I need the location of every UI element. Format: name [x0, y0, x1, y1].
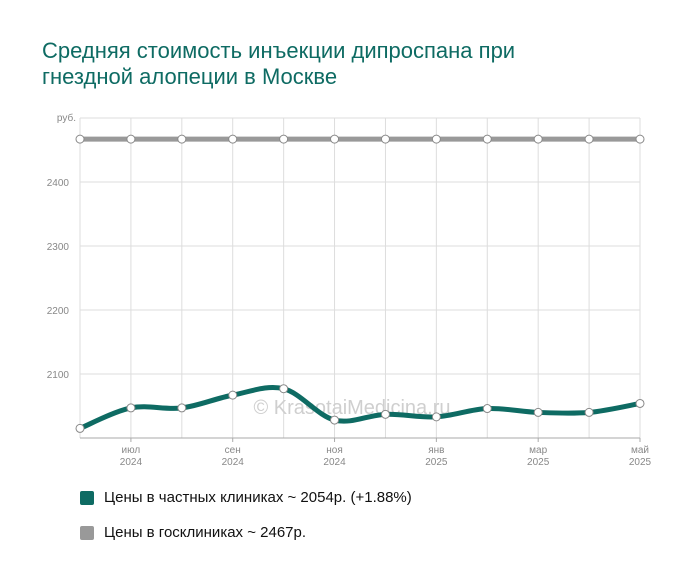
legend-item-public: Цены в госклиниках ~ 2467р.	[80, 524, 306, 541]
x-tick-label-year: 2024	[120, 457, 143, 468]
y-tick-label: 2300	[47, 242, 70, 253]
data-point-private	[533, 407, 543, 417]
x-tick-label-year: 2024	[222, 457, 245, 468]
data-point-private	[126, 403, 136, 413]
x-tick-label-month: май	[631, 445, 649, 456]
data-point-public	[177, 134, 187, 144]
data-point-private	[75, 423, 85, 433]
data-point-public	[431, 134, 441, 144]
x-tick-label-year: 2025	[527, 457, 550, 468]
data-point-private	[635, 398, 645, 408]
data-point-private	[482, 404, 492, 414]
data-point-public	[380, 134, 390, 144]
data-point-private	[279, 384, 289, 394]
data-point-private	[330, 415, 340, 425]
x-tick-label-year: 2025	[425, 457, 448, 468]
data-point-public	[533, 134, 543, 144]
data-point-public	[228, 134, 238, 144]
data-point-public	[635, 134, 645, 144]
data-point-private	[431, 412, 441, 422]
legend-swatch-private	[80, 490, 94, 505]
x-tick-label-year: 2025	[629, 457, 652, 468]
x-tick-label-month: июл	[122, 445, 141, 456]
legend-label-public: Цены в госклиниках ~ 2467р.	[104, 524, 307, 541]
chart-title-line-2: гнездной алопеции в Москве	[42, 64, 338, 89]
y-tick-label: 2100	[47, 370, 70, 381]
y-tick-label: 2200	[47, 306, 70, 317]
y-tick-label: 2400	[47, 178, 70, 189]
data-point-private	[228, 390, 238, 400]
x-tick-label-year: 2024	[323, 457, 346, 468]
x-tick-label-month: янв	[428, 445, 444, 456]
x-tick-label-month: мар	[529, 445, 547, 456]
data-point-private	[177, 403, 187, 413]
data-point-public	[75, 134, 85, 144]
x-tick-label-month: сен	[225, 445, 241, 456]
data-point-public	[482, 134, 492, 144]
data-point-public	[330, 134, 340, 144]
data-point-private	[380, 409, 390, 419]
data-point-private	[584, 407, 594, 417]
legend-item-private: Цены в частных клиниках ~ 2054р. (+1.88%…	[80, 489, 412, 506]
x-tick-label-month: ноя	[326, 445, 343, 456]
line-chart: 2100220023002400руб.июл2024сен2024ноя202…	[47, 112, 652, 468]
y-unit-label: руб.	[57, 112, 76, 124]
chart-title-line-1: Средняя стоимость инъекции дипроспана пр…	[42, 38, 516, 63]
legend-swatch-public	[80, 525, 94, 540]
data-point-public	[584, 134, 594, 144]
legend-label-private: Цены в частных клиниках ~ 2054р. (+1.88%…	[104, 489, 412, 506]
chart-title: Средняя стоимость инъекции дипроспана пр…	[42, 38, 662, 90]
data-point-public	[126, 134, 136, 144]
data-point-public	[279, 134, 289, 144]
